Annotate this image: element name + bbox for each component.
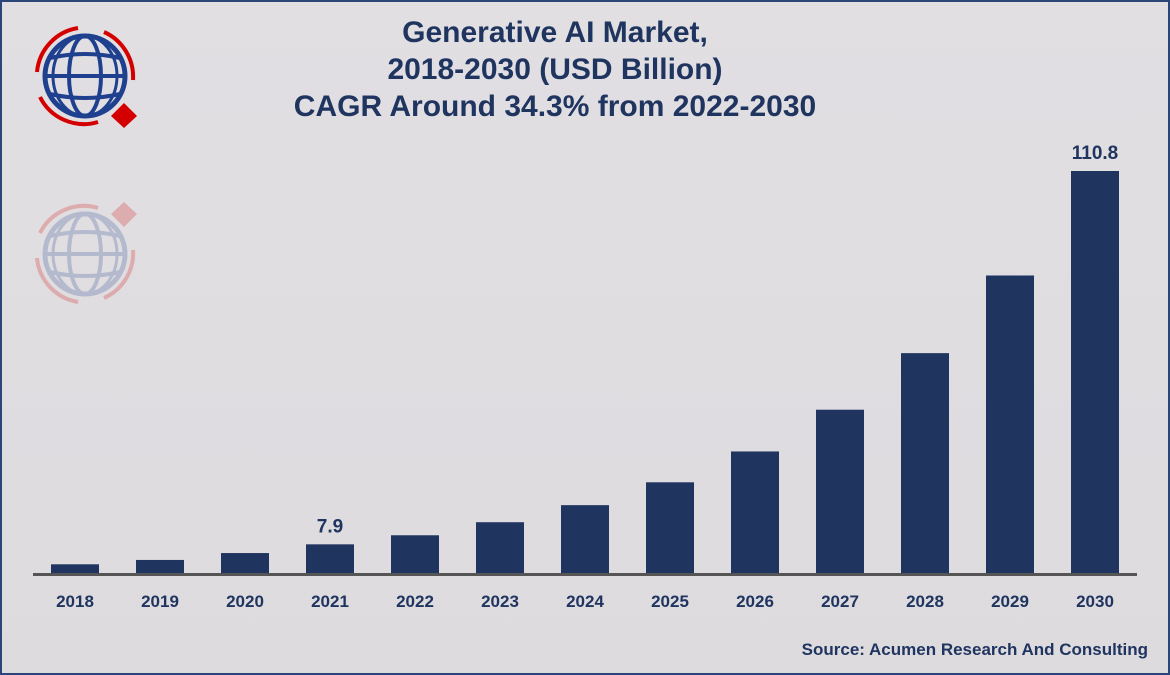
x-tick-label: 2026 <box>736 592 774 611</box>
source-note: Source: Acumen Research And Consulting <box>801 640 1148 659</box>
bar-2030 <box>1071 171 1119 573</box>
x-tick-label: 2018 <box>56 592 94 611</box>
globe-logo-reflection-icon <box>37 202 137 302</box>
x-tick-label: 2027 <box>821 592 859 611</box>
bar-2025 <box>646 482 694 573</box>
title-line-1: Generative AI Market, <box>402 16 708 49</box>
x-tick-label: 2019 <box>141 592 179 611</box>
x-tick-label: 2020 <box>226 592 264 611</box>
x-tick-label: 2022 <box>396 592 434 611</box>
bar-2018 <box>51 564 99 573</box>
x-tick-label: 2029 <box>991 592 1029 611</box>
bar-2024 <box>561 505 609 573</box>
title-line-3: CAGR Around 34.3% from 2022-2030 <box>293 90 817 123</box>
bar-2028 <box>901 353 949 573</box>
bar-2020 <box>221 553 269 573</box>
bar-2029 <box>986 275 1034 573</box>
globe-logo-icon <box>37 28 137 128</box>
x-tick-label: 2028 <box>906 592 944 611</box>
data-label-2030: 110.8 <box>1072 143 1119 164</box>
x-tick-label: 2024 <box>566 592 604 611</box>
bar-2027 <box>816 409 864 573</box>
x-tick-label: 2025 <box>651 592 689 611</box>
x-tick-label: 2023 <box>481 592 519 611</box>
bar-2023 <box>476 522 524 573</box>
x-tick-label: 2021 <box>311 592 349 611</box>
title-line-2: 2018-2030 (USD Billion) <box>387 53 723 86</box>
bar-2019 <box>136 559 184 573</box>
bar-2022 <box>391 535 439 573</box>
x-tick-label: 2030 <box>1076 592 1114 611</box>
bar-2026 <box>731 451 779 573</box>
bar-2021 <box>306 544 354 573</box>
chart-title: Generative AI Market, 2018-2030 (USD Bil… <box>0 14 1170 125</box>
data-label-2021: 7.9 <box>317 516 343 537</box>
